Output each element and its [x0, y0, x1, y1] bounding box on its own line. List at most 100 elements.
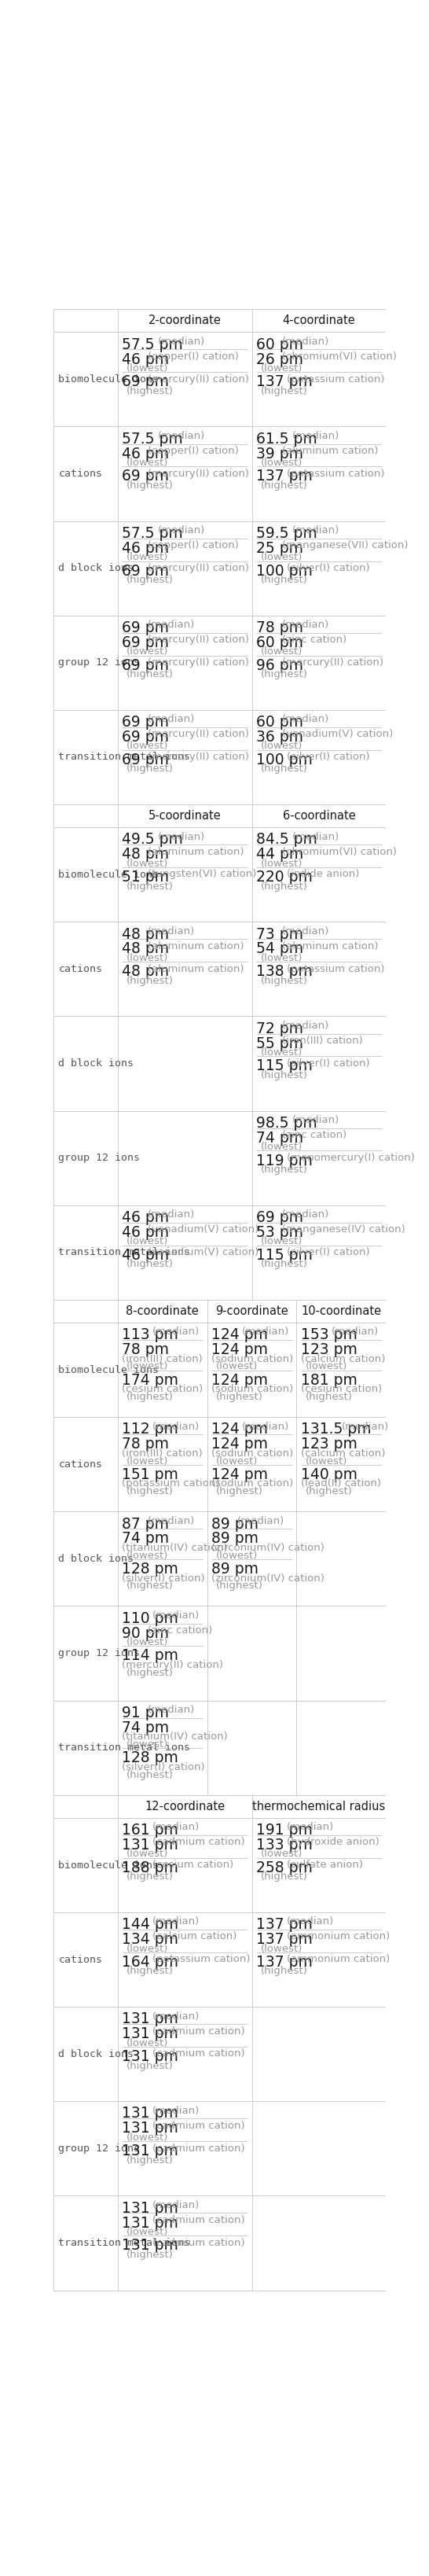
Text: (lowest): (lowest) — [216, 1455, 258, 1466]
Bar — [118, 1795, 252, 1819]
Bar — [118, 309, 252, 332]
Text: 6-coordinate: 6-coordinate — [283, 809, 355, 822]
Text: (mercury(II) cation): (mercury(II) cation) — [148, 657, 249, 667]
Text: (median): (median) — [157, 526, 205, 536]
Text: 124 pm: 124 pm — [211, 1422, 268, 1437]
Text: 60 pm: 60 pm — [256, 636, 303, 649]
Text: 72 pm: 72 pm — [256, 1020, 303, 1036]
Text: transition metal ions: transition metal ions — [58, 1247, 190, 1257]
Text: (highest): (highest) — [261, 574, 308, 585]
Text: (highest): (highest) — [127, 2061, 174, 2071]
Text: (aluminum cation): (aluminum cation) — [282, 940, 378, 951]
Text: (mercury(II) cation): (mercury(II) cation) — [148, 469, 249, 479]
Text: 9-coordinate: 9-coordinate — [215, 1306, 288, 1316]
Text: 69 pm: 69 pm — [122, 657, 169, 672]
Bar — [296, 1417, 386, 1512]
Text: 131 pm: 131 pm — [122, 1837, 178, 1852]
Text: (median): (median) — [242, 1422, 290, 1432]
Text: 191 pm: 191 pm — [256, 1824, 313, 1837]
Text: (lowest): (lowest) — [127, 1236, 169, 1247]
Text: (lowest): (lowest) — [127, 647, 169, 657]
Text: transition metal ions: transition metal ions — [58, 1741, 190, 1752]
Text: (chromium(VI) cation): (chromium(VI) cation) — [282, 848, 397, 858]
Text: (vanadium(V) cation): (vanadium(V) cation) — [148, 1224, 259, 1234]
Text: 114 pm: 114 pm — [122, 1649, 178, 1664]
Text: 89 pm: 89 pm — [211, 1530, 259, 1546]
Text: 115 pm: 115 pm — [256, 1059, 313, 1074]
Text: 161 pm: 161 pm — [122, 1824, 178, 1837]
Text: 2-coordinate: 2-coordinate — [148, 314, 221, 327]
Text: 46 pm: 46 pm — [122, 541, 169, 556]
Text: (median): (median) — [148, 1705, 195, 1716]
Text: (highest): (highest) — [127, 1965, 174, 1976]
Text: biomolecule ions: biomolecule ions — [58, 871, 159, 881]
Text: (highest): (highest) — [261, 1260, 308, 1270]
Text: 124 pm: 124 pm — [211, 1327, 268, 1342]
Text: d block ions: d block ions — [58, 1059, 134, 1069]
Text: (mercury(II) cation): (mercury(II) cation) — [122, 1659, 223, 1669]
Bar — [118, 1700, 207, 1795]
Text: (highest): (highest) — [306, 1391, 353, 1401]
Bar — [118, 804, 252, 827]
Text: (median): (median) — [292, 1115, 339, 1126]
Text: (lowest): (lowest) — [261, 953, 303, 963]
Text: (aluminum cation): (aluminum cation) — [148, 963, 244, 974]
Text: 144 pm: 144 pm — [122, 1917, 178, 1932]
Text: (median): (median) — [282, 927, 329, 935]
Text: (median): (median) — [148, 927, 195, 935]
Bar — [118, 1417, 207, 1512]
Text: (median): (median) — [153, 1327, 200, 1337]
Text: (lowest): (lowest) — [127, 363, 169, 374]
Text: 74 pm: 74 pm — [122, 1530, 169, 1546]
Text: (silver(I) cation): (silver(I) cation) — [122, 1574, 205, 1584]
Text: (lowest): (lowest) — [127, 1363, 169, 1370]
Text: (lowest): (lowest) — [127, 551, 169, 562]
Text: (ammonium cation): (ammonium cation) — [287, 1932, 390, 1942]
Text: 124 pm: 124 pm — [211, 1437, 268, 1453]
Bar — [118, 2007, 252, 2102]
Text: 25 pm: 25 pm — [256, 541, 303, 556]
Text: (lowest): (lowest) — [261, 1942, 303, 1953]
Bar — [296, 1301, 386, 1321]
Text: (highest): (highest) — [261, 1069, 308, 1079]
Text: 164 pm: 164 pm — [122, 1955, 178, 1971]
Text: 131 pm: 131 pm — [122, 2215, 178, 2231]
Text: 137 pm: 137 pm — [256, 1955, 313, 1971]
Text: (zirconium(IV) cation): (zirconium(IV) cation) — [211, 1574, 324, 1584]
Text: (lowest): (lowest) — [127, 1638, 169, 1646]
Text: (iron(III) cation): (iron(III) cation) — [122, 1355, 202, 1363]
Text: 26 pm: 26 pm — [256, 353, 303, 366]
Text: (iron(III) cation): (iron(III) cation) — [122, 1448, 202, 1458]
Bar — [252, 1819, 386, 1911]
Text: 48 pm: 48 pm — [122, 848, 169, 863]
Text: (lowest): (lowest) — [306, 1363, 347, 1370]
Text: (cadmium cation): (cadmium cation) — [153, 2143, 245, 2154]
Text: 60 pm: 60 pm — [256, 337, 303, 353]
Text: 69 pm: 69 pm — [122, 469, 169, 484]
Text: (lowest): (lowest) — [127, 742, 169, 752]
Bar — [207, 1512, 296, 1605]
Text: 128 pm: 128 pm — [122, 1752, 178, 1765]
Text: 110 pm: 110 pm — [122, 1610, 178, 1625]
Text: 181 pm: 181 pm — [301, 1373, 357, 1388]
Text: 137 pm: 137 pm — [256, 1917, 313, 1932]
Text: 12-coordinate: 12-coordinate — [145, 1801, 225, 1814]
Bar — [54, 1512, 118, 1605]
Text: (median): (median) — [153, 2105, 200, 2115]
Text: (lowest): (lowest) — [261, 742, 303, 752]
Text: 69 pm: 69 pm — [122, 714, 169, 729]
Text: 137 pm: 137 pm — [256, 469, 313, 484]
Text: (cadmium cation): (cadmium cation) — [153, 1837, 245, 1847]
Text: (highest): (highest) — [261, 881, 308, 891]
Text: (silver(I) cation): (silver(I) cation) — [287, 1059, 370, 1069]
Bar — [118, 1911, 252, 2007]
Text: (potassium cation): (potassium cation) — [287, 963, 385, 974]
Text: (highest): (highest) — [216, 1486, 263, 1497]
Text: (calcium cation): (calcium cation) — [153, 1932, 237, 1942]
Bar — [252, 922, 386, 1018]
Bar — [54, 1911, 118, 2007]
Text: (median): (median) — [292, 526, 339, 536]
Text: (highest): (highest) — [261, 1965, 308, 1976]
Text: 57.5 pm: 57.5 pm — [122, 430, 183, 446]
Text: (potassium cation): (potassium cation) — [153, 1955, 251, 1965]
